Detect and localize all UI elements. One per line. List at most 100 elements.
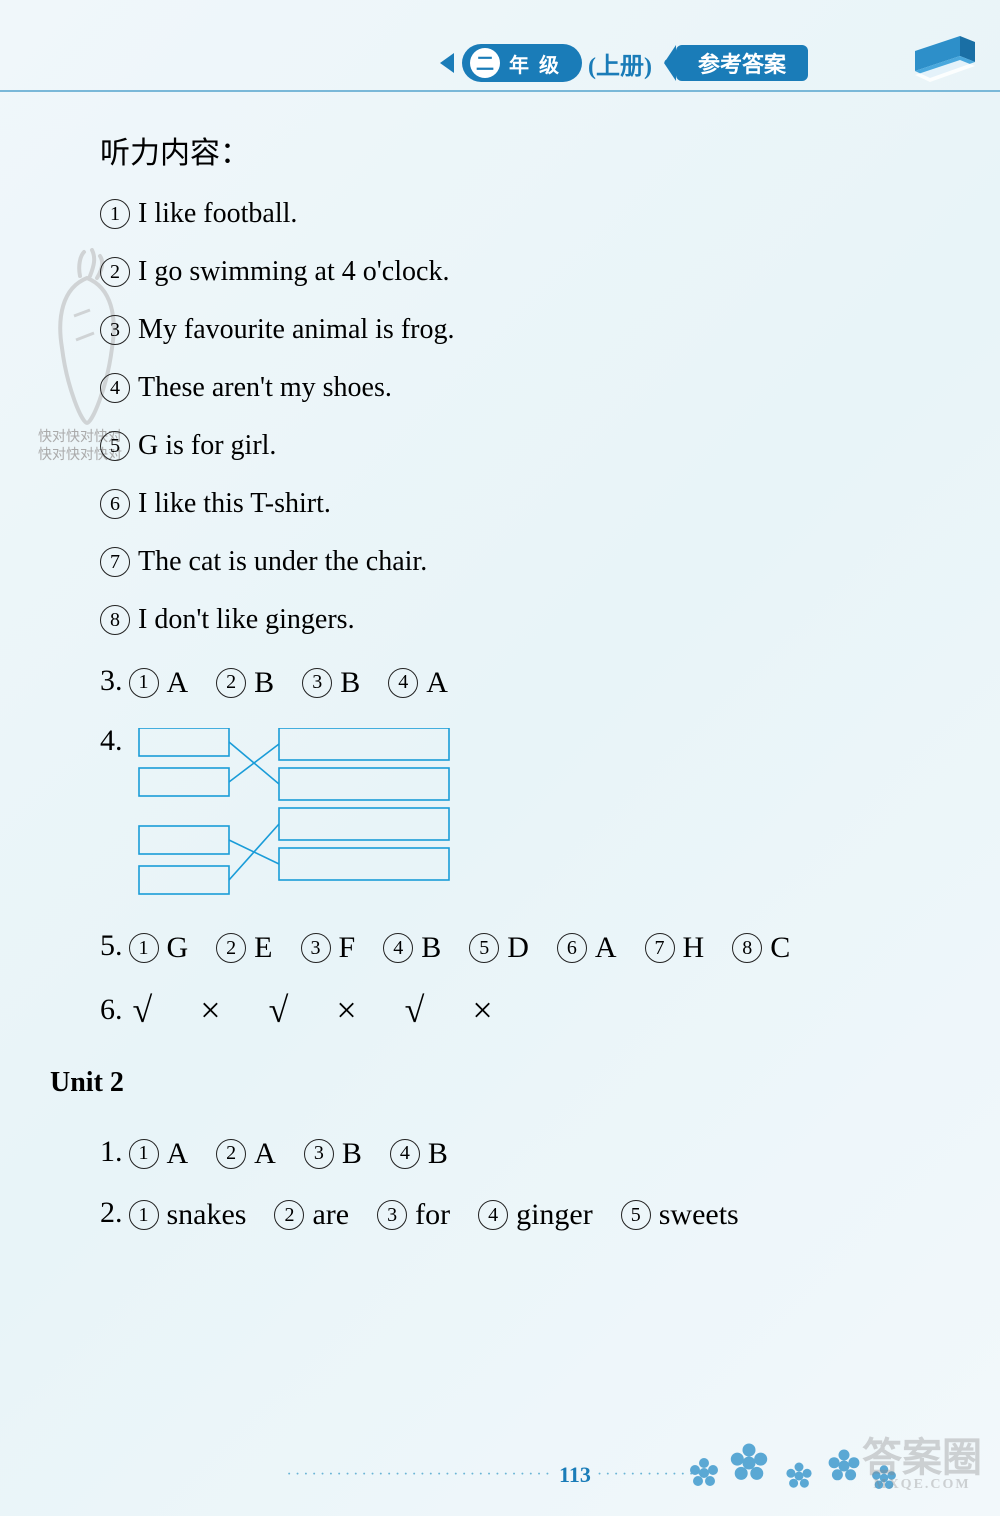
q5-pair: 2E	[216, 931, 272, 965]
answer-number-icon: 1	[129, 1139, 159, 1169]
u2q2-value: sweets	[659, 1198, 739, 1232]
u2q2-value: ginger	[516, 1198, 593, 1232]
q5-value: C	[770, 931, 790, 965]
grade-char-2: 年	[504, 48, 534, 78]
u2-q2-number: 2.	[100, 1196, 123, 1230]
check-mark: ×	[200, 990, 220, 1030]
q3-pair: 1A	[129, 666, 189, 700]
page-number: 113	[559, 1462, 591, 1488]
answer-number-icon: 3	[301, 933, 331, 963]
q5-number: 5.	[100, 929, 123, 963]
u2-q1-number: 1.	[100, 1135, 123, 1169]
item-number-icon: 4	[100, 373, 130, 403]
answer-number-icon: 2	[274, 1200, 304, 1230]
answer-number-icon: 3	[304, 1139, 334, 1169]
listening-item: 4 These aren't my shoes.	[100, 372, 920, 404]
q5-pair: 8C	[732, 931, 790, 965]
u2q2-pair: 4 ginger	[478, 1198, 593, 1232]
answer-number-icon: 5	[469, 933, 499, 963]
q5-value: F	[339, 931, 356, 965]
item-number-icon: 1	[100, 199, 130, 229]
u2q1-value: B	[428, 1137, 448, 1171]
u2q2-value: for	[415, 1198, 450, 1232]
grade-badge: 二 年 级	[462, 44, 582, 82]
answer-key-badge: 参考答案	[676, 45, 808, 81]
listening-item-text: The cat is under the chair.	[138, 546, 427, 578]
answer-number-icon: 3	[377, 1200, 407, 1230]
item-number-icon: 7	[100, 547, 130, 577]
answer-number-icon: 1	[129, 1200, 159, 1230]
question-4: 4.	[100, 724, 920, 898]
u2q2-pair: 2 are	[274, 1198, 349, 1232]
listening-item-text: These aren't my shoes.	[138, 372, 392, 404]
q3-value: B	[254, 666, 274, 700]
grade-char-3: 级	[534, 48, 564, 78]
listening-item: 8 I don't like gingers.	[100, 604, 920, 636]
q3-pair: 2B	[216, 666, 274, 700]
q5-pair: 6A	[557, 931, 617, 965]
answer-number-icon: 4	[478, 1200, 508, 1230]
u2q1-value: B	[342, 1137, 362, 1171]
listening-item-text: G is for girl.	[138, 430, 276, 462]
semester-label: (上册)	[588, 46, 652, 81]
matching-diagram	[135, 728, 453, 898]
answer-number-icon: 6	[557, 933, 587, 963]
unit2-question-1: 1. 1A2A3B4B	[100, 1133, 920, 1171]
item-number-icon: 6	[100, 489, 130, 519]
check-mark: √	[269, 990, 289, 1030]
answer-number-icon: 7	[645, 933, 675, 963]
u2q1-pair: 3B	[304, 1137, 362, 1171]
q3-value: A	[167, 666, 189, 700]
listening-item-text: I don't like gingers.	[138, 604, 355, 636]
corner-wm-mid: 圈	[942, 1435, 982, 1480]
u2q1-value: A	[254, 1137, 276, 1171]
listening-item-text: I like football.	[138, 198, 297, 230]
header-underline	[0, 90, 1000, 92]
item-number-icon: 3	[100, 315, 130, 345]
q3-value: B	[340, 666, 360, 700]
check-mark: √	[405, 990, 425, 1030]
q5-pair: 5D	[469, 931, 529, 965]
answer-number-icon: 2	[216, 1139, 246, 1169]
q5-pair: 7H	[645, 931, 705, 965]
answer-number-icon: 5	[621, 1200, 651, 1230]
u2q1-pair: 2A	[216, 1137, 276, 1171]
q5-pair: 3F	[301, 931, 356, 965]
item-number-icon: 5	[100, 431, 130, 461]
answer-number-icon: 1	[129, 668, 159, 698]
answer-number-icon: 2	[216, 933, 246, 963]
item-number-icon: 2	[100, 257, 130, 287]
listening-item: 5 G is for girl.	[100, 430, 920, 462]
q6-number: 6.	[100, 993, 123, 1027]
answer-number-icon: 8	[732, 933, 762, 963]
u2q1-pair: 4B	[390, 1137, 448, 1171]
q5-value: E	[254, 931, 272, 965]
answer-number-icon: 1	[129, 933, 159, 963]
listening-item: 1 I like football.	[100, 198, 920, 230]
question-3: 3. 1A2B3B4A	[100, 662, 920, 700]
listening-title: 听力内容：	[100, 128, 920, 172]
answer-number-icon: 3	[302, 668, 332, 698]
q3-value: A	[426, 666, 448, 700]
question-6: 6. √×√×√×	[100, 989, 920, 1031]
q3-number: 3.	[100, 664, 123, 698]
u2q2-value: are	[312, 1198, 349, 1232]
check-mark: ×	[336, 990, 356, 1030]
listening-item: 2 I go swimming at 4 o'clock.	[100, 256, 920, 288]
q5-value: G	[167, 931, 189, 965]
listening-item: 3 My favourite animal is frog.	[100, 314, 920, 346]
listening-item-text: I go swimming at 4 o'clock.	[138, 256, 449, 288]
q3-pair: 3B	[302, 666, 360, 700]
listening-item: 6 I like this T-shirt.	[100, 488, 920, 520]
question-5: 5. 1G2E3F4B5D6A7H8C	[100, 928, 920, 966]
check-mark: ×	[472, 990, 492, 1030]
q3-pair: 4A	[388, 666, 448, 700]
header-triangle-icon	[440, 53, 454, 73]
q5-pair: 4B	[383, 931, 441, 965]
listening-item-text: My favourite animal is frog.	[138, 314, 454, 346]
grade-char-1: 二	[470, 48, 500, 78]
item-number-icon: 8	[100, 605, 130, 635]
u2q2-pair: 3 for	[377, 1198, 450, 1232]
q5-value: D	[507, 931, 529, 965]
answer-key-label: 参考答案	[698, 47, 786, 79]
